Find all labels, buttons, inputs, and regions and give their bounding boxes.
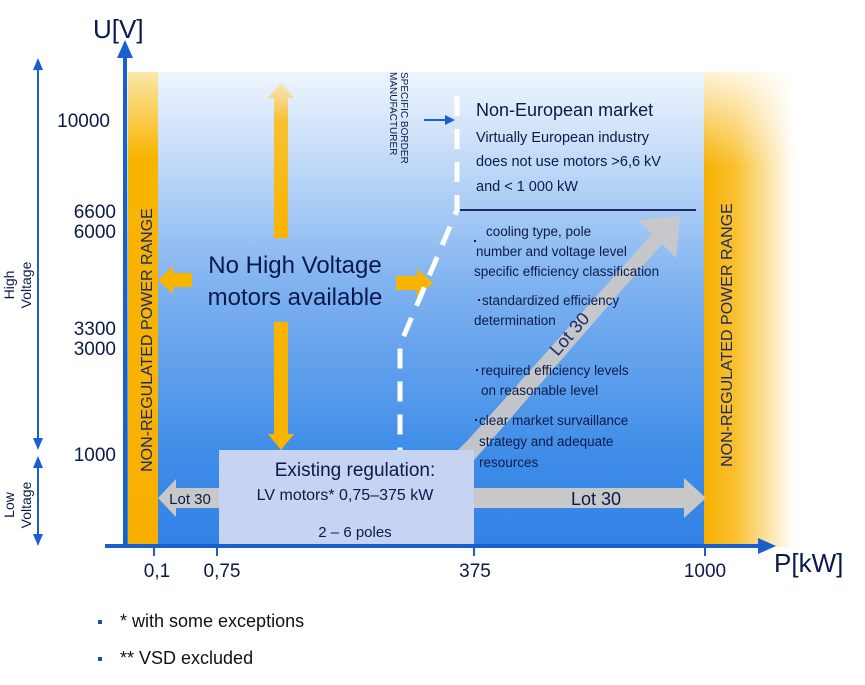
x-tick-0-1: 0,1 xyxy=(144,561,170,582)
y-axis-label: U[V] xyxy=(93,14,144,44)
y-tick-10000: 10000 xyxy=(57,111,110,132)
no-hv-line-1: No High Voltage xyxy=(208,252,381,279)
existing-poles: 2 – 6 poles xyxy=(318,524,391,541)
y-tick-1000: 1000 xyxy=(74,445,116,466)
bullet-list: cooling type, pole number and voltage le… xyxy=(474,224,659,470)
hv-down-arrow xyxy=(268,322,294,450)
y-tick-3300: 3300 xyxy=(74,319,116,340)
manufacturer-label-2: SPECIFIC BORDER xyxy=(398,72,409,164)
bullet-4-line-1: clear market survaillance xyxy=(479,413,628,428)
note-vsd: ** VSD excluded xyxy=(98,648,253,669)
non-european-line-2: does not use motors >6,6 kV xyxy=(476,154,661,170)
note-exceptions-text: * with some exceptions xyxy=(120,611,305,631)
manufacturer-label-1: MANUFACTURER xyxy=(387,72,398,155)
lot30-diagonal-arrow xyxy=(448,216,680,474)
note-exceptions: * with some exceptions xyxy=(98,611,304,632)
bullet-3-line-2: on reasonable level xyxy=(481,383,598,398)
existing-regulation-box xyxy=(219,450,474,545)
low-voltage-label-2: Voltage xyxy=(18,481,34,528)
existing-title: Existing regulation: xyxy=(275,460,436,481)
lot30-left-arrow xyxy=(158,479,222,517)
bullet-3-line-1: required efficiency levels xyxy=(481,363,629,378)
note-bullet xyxy=(98,657,102,662)
manufacturer-border-line xyxy=(397,96,460,450)
non-european-title: Non-European market xyxy=(476,100,653,120)
note-bullet xyxy=(98,620,102,625)
x-tick-1000: 1000 xyxy=(684,561,726,582)
high-voltage-label-2: Voltage xyxy=(18,261,34,308)
left-band-label: NON-REGULATED POWER RANGE xyxy=(139,208,156,472)
x-axis-label: P[kW] xyxy=(774,548,843,578)
hv-left-arrow xyxy=(158,266,192,294)
y-axis-arrowhead xyxy=(117,40,133,58)
lot30-right-label: Lot 30 xyxy=(571,489,621,509)
bullet-2-line-2: determination xyxy=(474,313,556,328)
hv-up-arrow xyxy=(268,82,294,238)
bullet-1-line-3: specific efficiency classification xyxy=(474,264,659,279)
bullet-4-line-2: strategy and adequate xyxy=(479,434,613,449)
y-tick-6600: 6600 xyxy=(74,202,116,223)
no-hv-line-2: motors available xyxy=(208,284,383,311)
x-tick-375: 375 xyxy=(459,561,491,582)
x-axis-arrowhead xyxy=(758,538,776,554)
non-european-line-3: and < 1 000 kW xyxy=(476,179,578,195)
note-vsd-text: ** VSD excluded xyxy=(120,648,254,668)
bullet-1-line-2: number and voltage level xyxy=(476,244,627,259)
low-voltage-label-1: Low xyxy=(1,491,17,518)
high-voltage-label-1: High xyxy=(1,271,17,300)
x-tick-0-75: 0,75 xyxy=(204,561,241,582)
existing-line: LV motors* 0,75–375 kW xyxy=(257,487,435,504)
bullet-1-line-1: cooling type, pole xyxy=(486,224,591,239)
lot30-left-label: Lot 30 xyxy=(169,491,211,508)
lot30-right-arrow xyxy=(474,478,706,518)
right-band-label: NON-REGULATED POWER RANGE xyxy=(719,203,736,467)
non-european-line-1: Virtually European industry xyxy=(476,130,650,146)
bullet-4-line-3: resources xyxy=(479,455,539,470)
bullet-2-line-1: standardized efficiency xyxy=(482,293,619,308)
border-pointer-arrowhead xyxy=(445,115,455,125)
y-tick-3000: 3000 xyxy=(74,339,116,360)
y-tick-6000: 6000 xyxy=(74,222,116,243)
left-non-regulated-band xyxy=(128,72,158,547)
